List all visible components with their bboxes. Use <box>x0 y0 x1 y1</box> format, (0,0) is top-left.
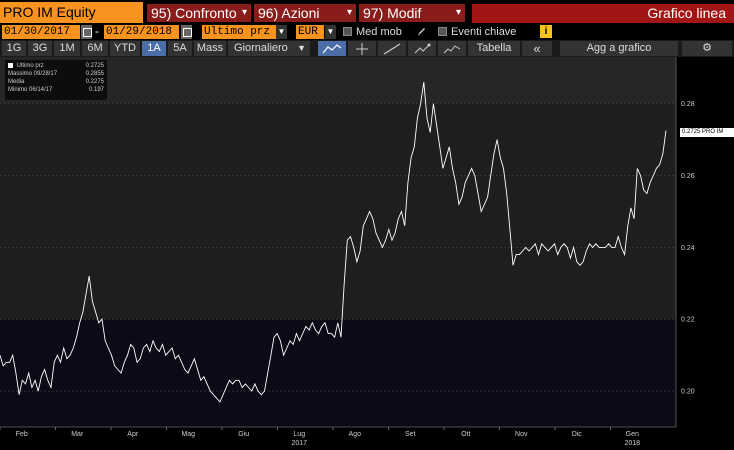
x-tick-label: Ago <box>349 431 362 438</box>
last-price-tag: 0.2725 PRO IM <box>680 128 734 137</box>
calendar-icon[interactable] <box>81 25 92 39</box>
actions-menu-label: 96) Azioni <box>258 5 320 21</box>
collapse-icon[interactable]: « <box>522 41 552 56</box>
chevron-down-icon[interactable]: ▼ <box>325 25 336 39</box>
calendar-icon[interactable] <box>181 25 192 39</box>
tab-ytd[interactable]: YTD <box>110 41 140 56</box>
tab-1g[interactable]: 1G <box>2 41 26 56</box>
zoom-icon[interactable] <box>438 41 466 56</box>
compare-menu-label: 95) Confronto <box>151 5 237 21</box>
end-date-input[interactable]: 01/29/2018 <box>104 25 179 39</box>
legend-value: 0.197 <box>88 87 104 93</box>
y-tick-label: 0.20 <box>681 389 695 396</box>
edit-menu-label: 97) Modif <box>363 5 422 21</box>
legend-row: Ultimo prz 0.2725 <box>8 62 104 70</box>
moving-average-checkbox[interactable] <box>343 27 352 36</box>
key-events-checkbox[interactable] <box>438 27 447 36</box>
x-tick-label: Mar <box>71 431 84 438</box>
key-events-label: Eventi chiave <box>451 26 517 38</box>
legend-label: Minimo 06/14/17 <box>8 87 53 93</box>
tab-3g[interactable]: 3G <box>28 41 52 56</box>
chart-band <box>0 103 676 320</box>
x-tick-label: Feb <box>16 431 28 438</box>
chart-canvas[interactable]: 0.20 0.22 0.24 0.26 0.28 Feb Mar Apr Mag Giu Lug A… <box>0 57 734 450</box>
edit-menu-button[interactable]: 97) Modif ▾ <box>359 4 465 22</box>
info-icon[interactable]: i <box>540 25 552 38</box>
legend-row: Minimo 06/14/17 0.197 <box>8 86 104 94</box>
currency-select[interactable]: EUR <box>296 25 324 39</box>
legend-row: Massimo 09/28/17 0.2855 <box>8 70 104 78</box>
tab-max[interactable]: Mass <box>194 41 226 56</box>
compare-menu-button[interactable]: 95) Confronto ▾ <box>147 4 251 22</box>
moving-average-label: Med mob <box>356 26 402 38</box>
chart-type-button[interactable]: Grafico linea <box>472 4 734 23</box>
x-tick-label: Set <box>405 431 416 438</box>
x-tick-label: Nov <box>515 431 528 438</box>
y-tick-label: 0.24 <box>681 245 695 252</box>
frequency-select[interactable]: Giornaliero ▼ <box>228 41 310 56</box>
year-label: 2017 <box>291 440 307 447</box>
x-tick-label: Lug <box>293 431 305 438</box>
chevron-down-icon: ▾ <box>241 7 247 18</box>
year-label: 2018 <box>624 440 640 447</box>
x-tick-label: Mag <box>181 431 195 438</box>
chevron-down-icon: ▾ <box>346 7 352 18</box>
legend-label: Media <box>8 79 25 85</box>
legend-value: 0.2725 <box>85 63 104 69</box>
frequency-label: Giornaliero <box>234 42 288 54</box>
chart-band <box>0 57 676 104</box>
table-button[interactable]: Tabella <box>468 41 520 56</box>
tab-6m[interactable]: 6M <box>82 41 108 56</box>
add-to-chart-button[interactable]: Agg a grafico <box>560 41 678 56</box>
y-tick-label: 0.22 <box>681 317 695 324</box>
security-field[interactable]: PRO IM Equity <box>0 2 143 23</box>
tab-1m[interactable]: 1M <box>54 41 80 56</box>
period-toolbar: 1G 3G 1M 6M YTD 1A 5A Mass Giornaliero ▼… <box>0 40 734 57</box>
title-bar: PRO IM Equity 95) Confronto ▾ 96) Azioni… <box>0 0 734 24</box>
chart-legend: Ultimo prz 0.2725 Massimo 09/28/17 0.285… <box>5 60 107 100</box>
line-chart-icon[interactable] <box>318 41 346 56</box>
chevron-down-icon: ▼ <box>297 43 306 53</box>
gear-icon[interactable]: ⚙ <box>682 41 732 56</box>
legend-row: Media 0.2275 <box>8 78 104 86</box>
pencil-icon[interactable] <box>417 27 426 37</box>
x-tick-label: Gen <box>626 431 639 438</box>
start-date-input[interactable]: 01/30/2017 <box>2 25 80 39</box>
crosshair-icon[interactable] <box>348 41 376 56</box>
x-tick-label: Giu <box>238 431 249 438</box>
x-tick-label: Ott <box>461 431 470 438</box>
legend-label: Massimo 09/28/17 <box>8 71 58 77</box>
chevron-down-icon[interactable]: ▼ <box>276 25 287 39</box>
legend-swatch <box>8 62 13 68</box>
y-tick-label: 0.26 <box>681 173 695 180</box>
controls-bar: 01/30/2017 - 01/29/2018 Ultimo prz ▼ EUR… <box>0 24 734 40</box>
actions-menu-button[interactable]: 96) Azioni ▾ <box>254 4 356 22</box>
date-separator: - <box>95 24 99 38</box>
x-tick-label: Dic <box>572 431 583 438</box>
legend-value: 0.2855 <box>85 71 104 77</box>
series-line <box>0 82 667 403</box>
legend-label: Ultimo prz <box>16 63 44 69</box>
y-tick-label: 0.28 <box>681 101 695 108</box>
legend-value: 0.2275 <box>85 79 104 85</box>
price-chart[interactable]: 0.20 0.22 0.24 0.26 0.28 Feb Mar Apr Mag Giu Lug A… <box>0 57 734 450</box>
annotate-icon[interactable] <box>408 41 436 56</box>
chart-band <box>0 319 676 427</box>
field-select[interactable]: Ultimo prz <box>202 25 276 39</box>
x-tick-label: Apr <box>127 431 139 438</box>
chevron-down-icon: ▾ <box>455 7 461 18</box>
tab-5a[interactable]: 5A <box>168 41 192 56</box>
trend-line-icon[interactable] <box>378 41 406 56</box>
tab-1a[interactable]: 1A <box>142 41 166 56</box>
